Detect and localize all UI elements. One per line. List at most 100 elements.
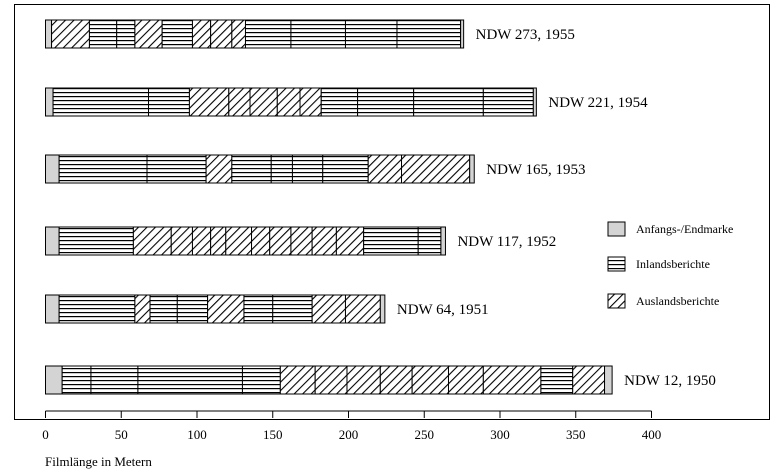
bar-label: NDW 64, 1951 [397, 302, 489, 318]
bar-segment-inland [322, 154, 369, 184]
x-tick-label: 250 [415, 427, 435, 442]
legend-label: Auslandsberichte [636, 294, 719, 308]
bar-segment-marke [532, 87, 537, 117]
bar-segment-ausland [210, 226, 227, 256]
bar-segment-ausland [188, 87, 230, 117]
bar-segment-ausland [134, 294, 151, 324]
bar-segment-ausland [134, 19, 163, 49]
bar-segment-ausland [411, 365, 449, 395]
bar-segment-ausland [401, 154, 471, 184]
bar-segment-ausland [210, 19, 233, 49]
bar-segment-inland [320, 87, 359, 117]
bar-segment-ausland [314, 365, 348, 395]
x-tick-label: 150 [263, 427, 283, 442]
bar-segment-ausland [225, 226, 253, 256]
bar-segment-inland [290, 19, 346, 49]
bar-label: NDW 221, 1954 [548, 95, 648, 111]
bar-group: NDW 12, 1950 [45, 365, 716, 395]
bar-segment-inland [146, 154, 207, 184]
bar-segment-inland [52, 87, 150, 117]
bar-segment-inland [540, 365, 574, 395]
bar-segment-inland [363, 226, 419, 256]
bar-group: NDW 165, 1953 [45, 154, 586, 184]
chart-frame [14, 4, 770, 420]
bar-segment-inland [148, 87, 190, 117]
legend-swatch [607, 256, 626, 272]
bar-segment-ausland [290, 226, 313, 256]
bar-segment-ausland [379, 365, 413, 395]
bar-segment-ausland [207, 294, 245, 324]
bar-segment-inland [176, 294, 209, 324]
x-tick-label: 0 [42, 427, 49, 442]
bar-label: NDW 165, 1953 [486, 162, 585, 178]
bar-segment-ausland [170, 226, 193, 256]
x-tick-label: 100 [187, 427, 207, 442]
bar-segment-inland [344, 19, 398, 49]
bar-segment-ausland [447, 365, 484, 395]
bar-segment-ausland [205, 154, 233, 184]
bar-segment-marke [45, 365, 63, 395]
bar-segment-ausland [51, 19, 90, 49]
x-tick-label: 350 [566, 427, 586, 442]
bar-segment-ausland [572, 365, 606, 395]
legend-swatch [607, 221, 626, 237]
bar-segment-ausland [132, 226, 172, 256]
bar-segment-inland [243, 294, 274, 324]
bar-segment-marke [469, 154, 475, 184]
bar-segment-inland [88, 19, 118, 49]
bar-segment-inland [161, 19, 193, 49]
bar-segment-inland [58, 294, 136, 324]
bar-segment-inland [231, 154, 272, 184]
bar-segment-ausland [311, 226, 337, 256]
bar-segment-ausland [191, 19, 212, 49]
bar-segment-marke [379, 294, 386, 324]
legend-label: Inlandsberichte [636, 257, 710, 271]
legend-item-ausland: Auslandsberichte [607, 293, 719, 309]
x-tick-label: 300 [490, 427, 510, 442]
bar-group: NDW 117, 1952 [45, 226, 556, 256]
bar-label: NDW 273, 1955 [476, 27, 575, 43]
bar-segment-ausland [279, 365, 316, 395]
bar-segment-ausland [269, 226, 292, 256]
bar-segment-inland [482, 87, 534, 117]
bar-segment-inland [137, 365, 243, 395]
bar-segment-ausland [299, 87, 322, 117]
bar-segment-marke [604, 365, 613, 395]
bar-segment-inland [291, 154, 324, 184]
bars-layer: NDW 273, 1955 NDW 221, 1954 NDW 165, 1953 N… [45, 19, 716, 395]
x-tick-label: 200 [339, 427, 359, 442]
x-axis-label: Filmlänge in Metern [45, 454, 152, 469]
legend: Anfangs-/Endmarke Inlandsberichte Auslands… [607, 221, 733, 309]
legend-item-marke: Anfangs-/Endmarke [607, 221, 733, 237]
bar-segment-inland [61, 365, 92, 395]
bar-segment-marke [440, 226, 446, 256]
legend-item-inland: Inlandsberichte [607, 256, 710, 272]
bar-group: NDW 221, 1954 [45, 87, 648, 117]
x-tick-label: 50 [115, 427, 128, 442]
bar-segment-ausland [367, 154, 403, 184]
bar-segment-ausland [346, 365, 381, 395]
bar-segment-inland [413, 87, 484, 117]
bar-segment-marke [45, 19, 53, 49]
bar-segment-inland [272, 294, 313, 324]
bar-segment-inland [270, 154, 293, 184]
bar-segment-inland [116, 19, 136, 49]
bar-segment-marke [45, 226, 60, 256]
bar-label: NDW 117, 1952 [457, 234, 556, 250]
bar-segment-inland [58, 226, 134, 256]
legend-swatch [607, 293, 626, 309]
bar-label: NDW 12, 1950 [624, 373, 716, 389]
bar-segment-marke [45, 154, 60, 184]
bar-segment-marke [45, 294, 60, 324]
bar-segment-ausland [249, 87, 278, 117]
bar-segment-inland [244, 19, 292, 49]
bar-segment-ausland [335, 226, 365, 256]
bar-segment-inland [90, 365, 139, 395]
bar-segment-marke [460, 19, 465, 49]
x-axis: 0 50 100 150 200 250 300 350 400 [42, 410, 661, 442]
bar-segment-ausland [482, 365, 542, 395]
bar-segment-ausland [276, 87, 301, 117]
bar-segment-ausland [311, 294, 346, 324]
bar-segment-ausland [251, 226, 271, 256]
